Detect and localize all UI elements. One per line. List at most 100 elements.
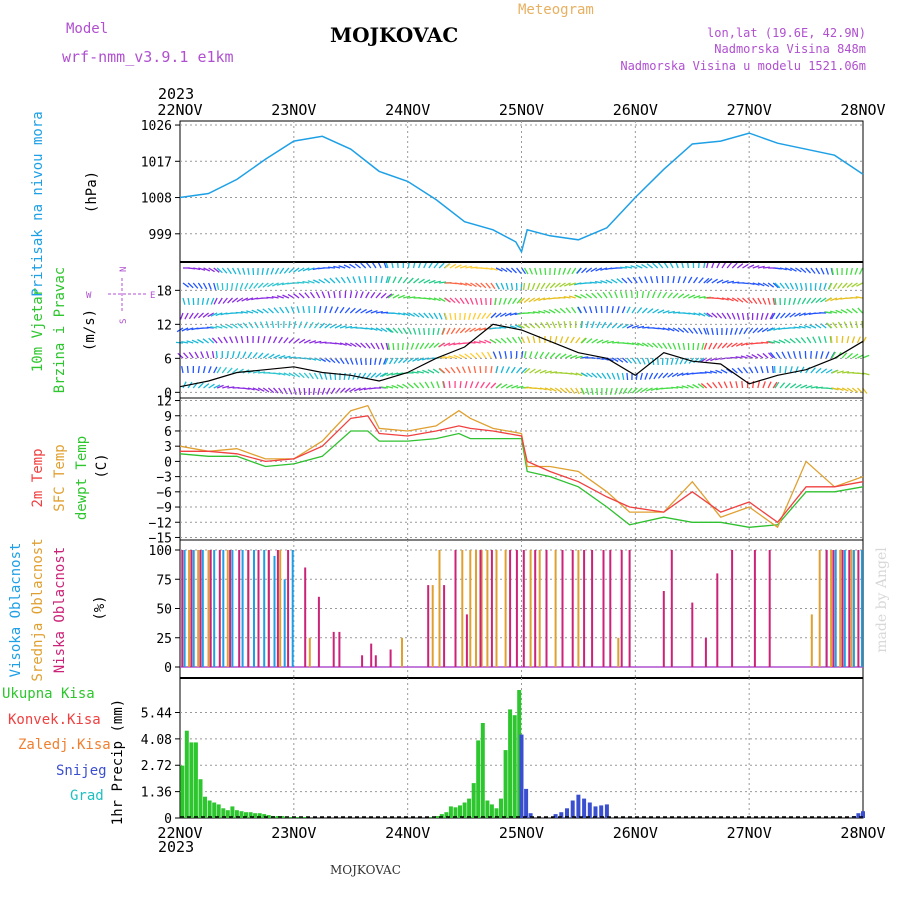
wind-arrow [485,312,492,319]
wind-arrow [596,372,602,379]
wind-arrow [781,351,786,359]
wind-arrow [436,327,440,335]
wind-arrow [293,372,301,378]
wind-arrow [721,342,728,349]
cloud-bar [753,550,756,667]
wind-arrow [731,367,738,374]
wind-arrow [732,281,740,284]
wind-arrow [693,312,701,316]
y-tick-label: −6 [156,486,172,501]
wind-arrow [549,282,556,289]
wind-arrow [415,342,420,350]
wind-arrow [682,293,690,299]
y-tick-label: 50 [156,603,172,618]
wind-arrow [721,261,727,269]
wind-arrow [516,367,522,374]
cloud-bar [577,550,580,667]
precip-bar [524,788,529,818]
wind-arrow [742,297,749,304]
cloud-bar [848,550,851,667]
wind-arrow [227,297,233,304]
wind-arrow [810,267,816,274]
wind-arrow [836,370,844,374]
wind-arrow [324,306,328,314]
wind-arrow [820,267,825,275]
wind-arrow [559,387,567,393]
wind-arrow [846,282,853,288]
wind-arrow [231,297,239,303]
wind-arrow [688,294,696,299]
wind-arrow [531,282,536,290]
wind-arrow [812,336,817,344]
wind-arrow [485,282,491,289]
wind-arrow [380,342,385,350]
wind-arrow [470,266,478,269]
wind-arrow [769,352,776,359]
wind-arrow [182,297,186,305]
pressure-line [179,132,864,254]
wind-arrow [815,367,822,374]
wind-arrow [293,338,300,344]
wind-arrow [474,327,481,332]
wind-arrow [729,381,733,389]
wind-arrow [586,372,593,378]
wind-arrow [741,312,745,321]
wind-arrow [433,280,441,284]
wind-arrow [293,293,300,299]
precip-bar [462,802,467,818]
wind-arrow [237,351,241,359]
wind-arrow [611,306,614,314]
wind-arrow [600,305,603,314]
wind-arrow [605,387,608,395]
cloud-bar [183,550,186,667]
wind-arrow [835,309,843,314]
wind-arrow [464,381,468,389]
wind-arrow [559,282,566,288]
x-tick-label-top: 27NOV [727,101,772,119]
precip-bar [519,734,524,818]
cloud-ylabel-high: Visoka Oblacnost [8,543,24,678]
wind-arrow [612,341,620,344]
wind-arrow [760,366,764,374]
wind-arrow [288,387,293,395]
wind-arrow [585,387,590,395]
wind-arrow [725,327,728,335]
wind-arrow [523,267,529,275]
wind-arrow [187,297,190,306]
precip-bar [582,798,587,818]
wind-arrow [246,310,254,314]
wind-arrow [438,342,446,348]
wind-arrow [473,341,481,344]
wind-arrow [486,351,492,359]
wind-arrow [495,338,502,344]
wind-arrow [293,321,297,329]
wind-arrow [490,312,497,319]
wind-arrow [288,372,296,377]
cloud-bar [704,637,707,668]
wind-arrow [553,267,556,275]
wind-arrow [554,387,562,393]
cloud-bar [479,550,482,667]
wind-arrow [375,372,382,378]
wind-arrow [652,262,659,269]
wind-arrow [499,312,507,318]
wind-arrow [747,297,753,304]
wind-arrow [326,387,331,395]
wind-arrow [284,306,290,314]
wind-arrow [662,310,670,314]
temp-ylabel-dew: dewpt Temp [74,436,90,520]
precip-bar [517,690,522,818]
wind-arrow [313,322,320,329]
wind-arrow [509,325,517,329]
legend-entry: Snijeg [56,763,107,779]
cloud-bar [308,637,311,668]
wind-arrow [427,369,435,374]
wind-arrow [262,353,270,359]
wind-arrow [490,267,498,271]
wind-arrow [319,322,326,329]
wind-arrow [841,352,848,359]
credit-watermark: made by Angel [874,547,890,653]
wind-arrow [283,372,291,377]
wind-arrow [227,386,235,389]
wind-arrow [611,372,616,380]
